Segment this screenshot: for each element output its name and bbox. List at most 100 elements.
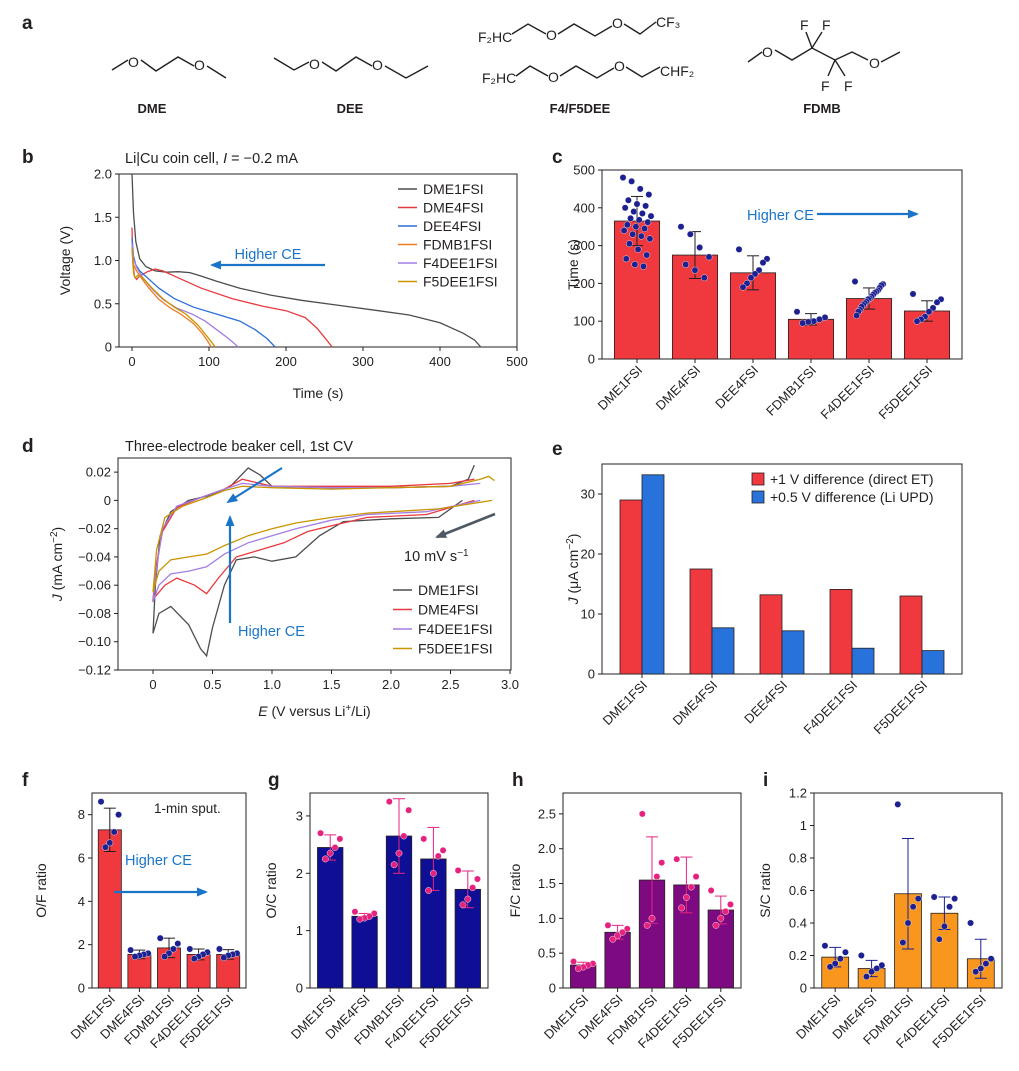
data-point xyxy=(574,965,582,972)
y-tick-label: 3 xyxy=(296,808,303,823)
molecule-name-fdmb: FDMB xyxy=(803,101,841,116)
bar-dme1fsi xyxy=(317,847,344,989)
x-tick-label: 1.5 xyxy=(322,677,340,692)
series-line-f5dee1fsi xyxy=(152,475,495,593)
data-point xyxy=(678,904,685,912)
data-point xyxy=(914,895,922,903)
data-point xyxy=(642,202,650,210)
data-point xyxy=(640,262,647,270)
series-line-dme1fsi xyxy=(131,173,482,348)
bar-dme4fsi xyxy=(351,915,378,989)
y-tick-label: 1.0 xyxy=(538,911,556,926)
higher-ce-arrow-head xyxy=(908,209,919,219)
bar-dme4fsi-series-1 xyxy=(689,568,713,675)
data-point xyxy=(619,174,627,181)
y-axis-label: F/C ratio xyxy=(507,863,523,917)
data-point xyxy=(434,852,442,860)
higher-ce-diagonal-arrow-head xyxy=(226,493,239,504)
data-point xyxy=(385,798,393,806)
data-point xyxy=(687,883,695,891)
data-point xyxy=(633,200,641,208)
data-point xyxy=(156,934,164,942)
data-point xyxy=(677,223,685,231)
x-tick-label: 300 xyxy=(352,354,374,369)
legend-label-f4dee1fsi: F4DEE1FSI xyxy=(423,255,498,271)
data-point xyxy=(632,223,640,231)
data-point xyxy=(747,274,755,282)
data-point xyxy=(621,204,629,212)
y-tick-label: 300 xyxy=(573,238,595,253)
higher-ce-label: Higher CE xyxy=(125,853,192,869)
y-tick-label: 1 xyxy=(296,923,303,938)
x-axis-label: E (V versus Li+/Li) xyxy=(258,703,370,720)
panel-a: a O O DME O O DEE F₂HC O O CF₃ xyxy=(22,13,901,116)
x-tick-label-dme4fsi: DME4FSI xyxy=(653,363,703,413)
legend-label-series-1: +1 V difference (direct ET) xyxy=(770,471,934,487)
panel-label-d: d xyxy=(22,436,34,457)
series-line-f4dee1fsi xyxy=(152,482,481,603)
data-point xyxy=(190,955,198,963)
data-point xyxy=(863,973,870,981)
data-point xyxy=(336,835,344,843)
data-point xyxy=(946,903,953,911)
x-tick-label-f5dee1fsi: F5DEE1FSI xyxy=(870,678,930,738)
f4dee-oxygen-1: O xyxy=(546,27,557,43)
data-point xyxy=(637,232,645,240)
data-point xyxy=(161,953,169,960)
panel-d-cv: d Three-electrode beaker cell, 1st CV 0 0.5… xyxy=(22,436,519,719)
chart-title: Three-electrode beaker cell, 1st CV xyxy=(125,439,353,455)
higher-ce-diagonal-arrow xyxy=(227,467,283,503)
bar-dme1fsi-series-2 xyxy=(641,474,665,675)
molecule-name-f4f5dee: F4/F5DEE xyxy=(550,101,611,116)
bar-dme1fsi-series-1 xyxy=(619,499,643,675)
y-tick-label: 0 xyxy=(800,981,807,996)
x-tick-label: 2.0 xyxy=(382,677,400,692)
data-point xyxy=(459,901,467,909)
y-tick-label: 8 xyxy=(78,807,85,822)
scan-rate-label: 10 mV s−1 xyxy=(404,548,469,566)
data-point xyxy=(842,948,849,956)
y-tick-label: −0.06 xyxy=(78,578,111,593)
data-point xyxy=(351,908,359,916)
data-point xyxy=(982,960,990,968)
data-point xyxy=(106,839,114,847)
series-line-f5dee1fsi xyxy=(131,247,216,348)
y-tick-label: 0.6 xyxy=(789,883,807,898)
series-line-dme4fsi xyxy=(131,227,333,348)
data-point xyxy=(331,844,339,851)
y-tick-label: 0 xyxy=(588,667,595,682)
y-tick-label: 2 xyxy=(296,866,303,881)
y-axis-label: O/C ratio xyxy=(263,862,279,918)
y-axis-label: O/F ratio xyxy=(33,863,49,918)
dee-oxygen-1: O xyxy=(309,56,320,72)
data-point xyxy=(722,907,730,915)
data-point xyxy=(793,308,801,316)
y-tick-label: 1.0 xyxy=(94,253,112,268)
x-tick-label-dme1fsi: DME1FSI xyxy=(600,678,650,728)
data-point xyxy=(631,261,639,268)
panel-h-fc-ratio: 00.51.01.52.02.5F/C ratioDME1FSIDME4FSIF… xyxy=(507,770,742,1051)
legend-label-fdmb1fsi: FDMB1FSI xyxy=(423,237,492,253)
x-tick-label: 100 xyxy=(198,354,220,369)
bar-dme4fsi xyxy=(604,931,631,989)
x-tick-label-dme4fsi: DME4FSI xyxy=(670,678,720,728)
bar-f5dee1fsi-series-2 xyxy=(921,650,945,675)
y-tick-label: 4 xyxy=(78,894,85,909)
panel-label-i: i xyxy=(763,770,768,791)
y-axis-label: J (μA cm−2) xyxy=(565,534,582,606)
data-point xyxy=(356,915,364,923)
y-tick-label: −0.04 xyxy=(78,549,111,564)
panel-e-current-bars: e 0 10 20 30 J (μA cm−2) DME1FSI DME4FSI DEE4FSI… xyxy=(552,439,963,738)
data-point xyxy=(638,210,646,217)
data-point xyxy=(683,894,690,901)
scan-direction-arrow xyxy=(436,512,496,539)
y-tick-label: 0.2 xyxy=(789,948,807,963)
y-tick-label: 0 xyxy=(549,981,556,996)
dee-oxygen-2: O xyxy=(372,57,383,73)
x-tick-label-dee4fsi: DEE4FSI xyxy=(712,363,761,412)
data-point xyxy=(653,873,661,880)
x-axis-label: Time (s) xyxy=(293,385,344,401)
panel-c-time-bars: 0 100 200 300 400 500 Time (s) DME1FSI DME4FSI DE… xyxy=(552,147,963,422)
panel-b-voltage-time: b Li|Cu coin cell, I = −0.2 mA 0 100 200 300 4… xyxy=(22,147,528,401)
y-tick-label: 1.5 xyxy=(538,876,556,891)
